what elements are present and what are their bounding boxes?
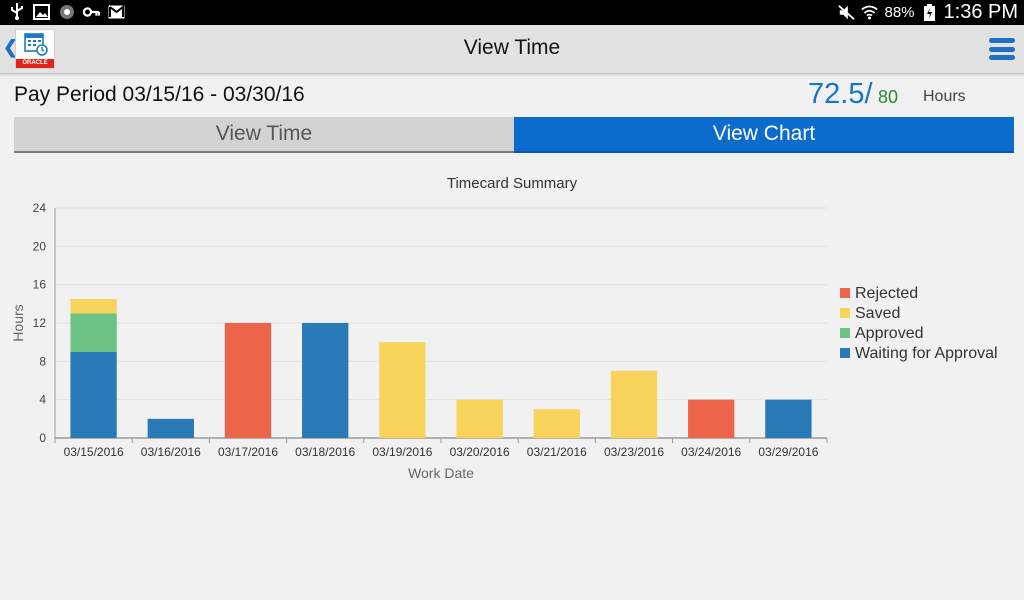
x-tick-label: 03/21/2016 <box>527 445 587 459</box>
legend-swatch <box>840 308 850 318</box>
y-axis-label: Hours <box>10 304 26 341</box>
x-tick-label: 03/18/2016 <box>295 445 355 459</box>
y-tick-label: 16 <box>33 278 47 292</box>
clock: 1:36 PM <box>943 1 1018 23</box>
view-tabs: View Time View Chart <box>14 117 1014 153</box>
y-tick-label: 8 <box>39 354 46 368</box>
tab-view-time[interactable]: View Time <box>14 117 514 153</box>
x-tick-label: 03/24/2016 <box>681 445 741 459</box>
wifi-icon <box>861 4 879 21</box>
x-tick-label: 03/29/2016 <box>758 445 818 459</box>
back-chevron-icon[interactable]: ❮ <box>3 37 19 57</box>
legend-swatch <box>840 348 850 358</box>
y-tick-label: 12 <box>33 316 47 330</box>
legend-label: Rejected <box>855 285 918 302</box>
bar-waiting-for-approval <box>70 351 117 438</box>
y-tick-label: 20 <box>33 239 47 253</box>
bar-waiting-for-approval <box>302 323 349 438</box>
y-tick-label: 4 <box>39 393 46 407</box>
bar-saved <box>379 342 426 438</box>
legend-swatch <box>840 328 850 338</box>
hours-label: Hours <box>923 88 966 105</box>
x-tick-label: 03/17/2016 <box>218 445 278 459</box>
bar-rejected <box>224 323 272 438</box>
calendar-icon <box>24 33 48 56</box>
bar-waiting-for-approval <box>147 418 194 438</box>
y-tick-label: 0 <box>39 431 46 445</box>
pay-period-label: Pay Period 03/15/16 - 03/30/16 <box>14 83 305 106</box>
usb-icon <box>8 3 25 20</box>
x-tick-label: 03/23/2016 <box>604 445 664 459</box>
notification-icons <box>8 3 125 20</box>
bar-saved <box>533 409 580 438</box>
bar-approved <box>70 313 117 352</box>
system-icons: 88% 1:36 PM <box>838 0 1018 25</box>
bar-saved <box>456 399 503 438</box>
hours-worked: 72.5/ <box>808 78 873 110</box>
legend-swatch <box>840 288 850 298</box>
x-tick-label: 03/15/2016 <box>64 445 124 459</box>
legend-label: Waiting for Approval <box>855 345 998 362</box>
legend-label: Approved <box>855 325 924 342</box>
legend-label: Saved <box>855 305 900 322</box>
battery-charging-icon <box>921 4 938 21</box>
y-tick-label: 24 <box>33 201 47 215</box>
settings-app-icon <box>58 3 75 20</box>
x-tick-label: 03/16/2016 <box>141 445 201 459</box>
battery-percent: 88% <box>884 4 915 21</box>
chart-title: Timecard Summary <box>447 175 578 192</box>
page-title: View Time <box>463 36 561 59</box>
gmail-icon <box>108 3 125 20</box>
mute-icon <box>838 4 856 21</box>
x-tick-label: 03/19/2016 <box>372 445 432 459</box>
bar-rejected <box>688 399 735 438</box>
bar-waiting-for-approval <box>765 399 812 438</box>
image-icon <box>33 3 50 20</box>
bar-saved <box>610 370 658 438</box>
hours-max: 80 <box>878 87 899 107</box>
x-axis-label: Work Date <box>408 465 474 481</box>
status-bar: 88% 1:36 PM <box>0 0 1024 25</box>
bar-saved <box>70 299 117 314</box>
vpn-key-icon <box>83 3 100 20</box>
hamburger-menu-icon[interactable] <box>989 38 1015 60</box>
app-logo[interactable]: ORACLE <box>15 29 55 69</box>
x-tick-label: 03/20/2016 <box>450 445 510 459</box>
tab-view-chart[interactable]: View Chart <box>514 117 1014 153</box>
app-bar: ❮ ORACLE View Time <box>0 25 1024 74</box>
oracle-logo-text: ORACLE <box>16 59 54 68</box>
